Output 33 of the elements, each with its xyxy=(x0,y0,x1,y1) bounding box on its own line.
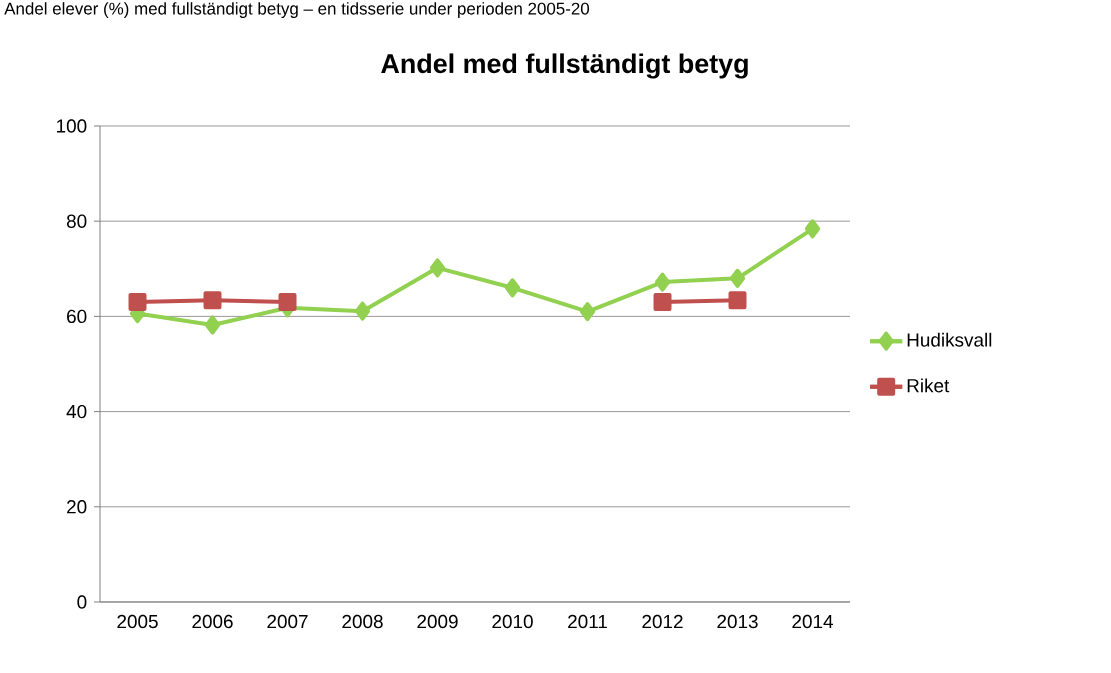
point xyxy=(278,293,297,312)
x-tick-label: 2013 xyxy=(717,614,758,629)
point xyxy=(579,302,596,322)
x-tick-label: 2008 xyxy=(342,614,383,629)
y-tick-label: 40 xyxy=(66,404,87,419)
point xyxy=(653,293,672,312)
x-tick-label: 2011 xyxy=(568,614,607,629)
x-tick-label: 2014 xyxy=(792,614,833,629)
chart-title: Andel med fullständigt betyg xyxy=(381,53,748,79)
y-tick-label: 100 xyxy=(57,119,87,133)
point xyxy=(729,268,746,288)
x-tick-label: 2010 xyxy=(492,614,533,629)
point xyxy=(804,219,821,239)
point xyxy=(204,315,221,335)
y-tick-label: 0 xyxy=(77,595,87,609)
y-tick-label: 20 xyxy=(67,500,87,514)
x-tick-label: 2005 xyxy=(117,614,158,629)
point xyxy=(354,301,371,321)
point xyxy=(429,258,446,278)
x-tick-label: 2007 xyxy=(267,614,308,629)
point xyxy=(654,272,671,292)
point xyxy=(728,291,747,310)
legend-label: Riket xyxy=(907,378,950,393)
point xyxy=(128,293,147,312)
point xyxy=(504,278,521,298)
y-tick-label: 80 xyxy=(66,214,87,228)
point xyxy=(203,291,222,310)
legend-label: Hudiksvall xyxy=(907,332,992,347)
text: Andel elever (%) med fullständigt betyg – en tidsserie under perioden 2005-20 xyxy=(4,2,590,18)
y-tick-label: 60 xyxy=(67,309,87,324)
x-tick-label: 2009 xyxy=(417,614,458,629)
x-tick-label: 2012 xyxy=(642,614,683,629)
x-tick-label: 2006 xyxy=(192,614,233,629)
